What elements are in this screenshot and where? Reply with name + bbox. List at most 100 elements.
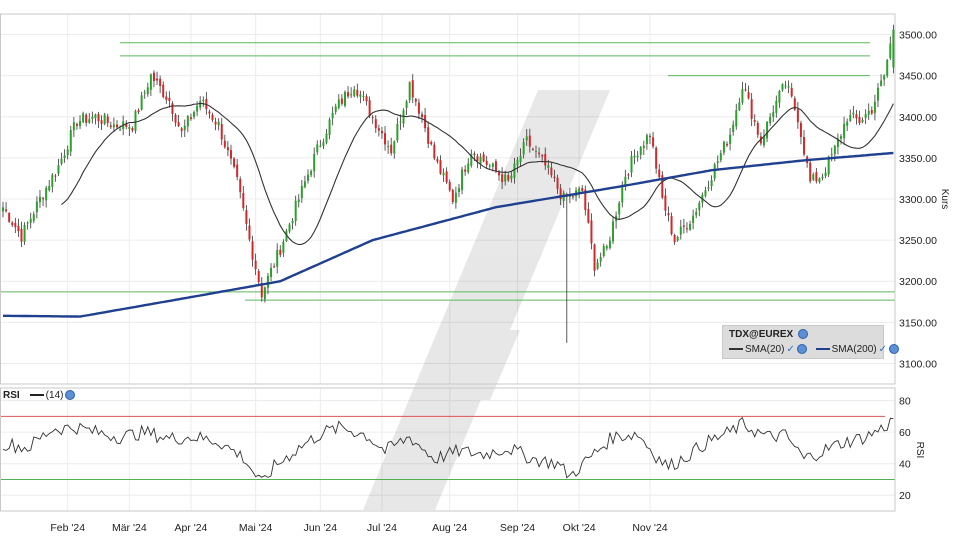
candle-body [79, 120, 82, 126]
candle-body [343, 91, 346, 106]
rsi-axis-label: RSI [914, 442, 925, 459]
candle-body [732, 124, 735, 133]
settings-icon[interactable] [889, 344, 900, 355]
candle-body [313, 154, 316, 172]
rsi-legend: RSI (14) [3, 390, 76, 404]
candle-body [867, 110, 870, 115]
candle-body [421, 114, 424, 118]
x-tick-label: Aug '24 [432, 522, 467, 534]
candle-body [424, 115, 427, 129]
candle-body [667, 213, 670, 216]
sma20-swatch [729, 348, 743, 351]
candle-body [451, 189, 454, 203]
candle-body [467, 163, 470, 173]
candle-body [368, 100, 371, 116]
candle-body [528, 135, 531, 147]
candle-body [664, 195, 667, 211]
candle-body [876, 87, 879, 101]
candle-body [427, 127, 430, 144]
check-icon[interactable]: ✓ [786, 344, 795, 355]
settings-icon[interactable] [796, 344, 807, 355]
candle-body [29, 218, 32, 223]
candle-body [242, 192, 245, 209]
candle-body [288, 224, 291, 232]
candle-body [196, 105, 199, 112]
x-tick-label: Nov '24 [632, 522, 667, 534]
candle-body [174, 114, 177, 123]
chart-legend: TDX@EUREX SMA(20) ✓ SMA(200) ✓ [722, 325, 900, 359]
y-tick-label: 3300.00 [899, 194, 937, 206]
candle-body [482, 154, 485, 162]
candle-body [769, 116, 772, 124]
rsi-panel [0, 415, 895, 480]
candle-body [94, 114, 97, 119]
candle-body [217, 121, 220, 126]
candle-body [72, 122, 75, 131]
candle-body [608, 240, 611, 249]
candle-body [510, 175, 513, 179]
candle-body [17, 225, 20, 232]
candle-body [457, 188, 460, 192]
candle-body [710, 180, 713, 187]
candle-body [756, 123, 759, 135]
candle-body [371, 116, 374, 118]
candle-body [824, 172, 827, 177]
candle-body [350, 94, 353, 96]
candle-body [177, 122, 180, 127]
candle-body [66, 149, 69, 156]
main-panel-frame [0, 13, 896, 385]
candle-body [260, 282, 263, 298]
candle-body [334, 106, 337, 112]
candle-body [525, 136, 528, 141]
candle-body [491, 163, 494, 167]
check-icon[interactable]: ✓ [878, 344, 888, 355]
candle-body [405, 101, 408, 108]
candle-body [494, 161, 497, 172]
candle-body [605, 246, 608, 249]
candle-body [319, 145, 322, 147]
candle-body [414, 98, 417, 102]
candle-body [436, 159, 439, 162]
candle-body [23, 224, 26, 242]
candle-body [464, 169, 467, 172]
candle-body [384, 133, 387, 145]
candle-body [812, 174, 815, 180]
candle-body [14, 222, 17, 228]
candle-body [322, 142, 325, 146]
y-tick-label: 3350.00 [899, 153, 937, 165]
candle-body [645, 135, 648, 145]
candle-body [584, 189, 587, 211]
legend-sma200: SMA(200) [831, 344, 877, 355]
x-tick-label: Jul '24 [367, 522, 397, 534]
candle-body [473, 153, 476, 155]
candle-body [818, 178, 821, 182]
candle-body [670, 216, 673, 235]
candle-body [827, 156, 830, 175]
candle-body [131, 127, 134, 131]
candle-body [307, 174, 310, 181]
candle-body [408, 82, 411, 100]
candle-body [821, 176, 824, 179]
candle-body [747, 92, 750, 99]
rsi-panel-frame [0, 387, 896, 512]
candle-body [470, 153, 473, 166]
candle-body [858, 117, 861, 124]
candle-body [380, 130, 383, 134]
candle-body [735, 110, 738, 127]
settings-icon[interactable] [65, 390, 76, 401]
candle-body [134, 111, 137, 131]
candle-body [855, 114, 858, 119]
candle-body [704, 190, 707, 196]
candle-body [103, 114, 106, 124]
sma200-swatch [815, 348, 830, 351]
candle-body [316, 144, 319, 153]
candle-body [143, 92, 146, 94]
candle-body [254, 260, 257, 270]
candle-body [673, 234, 676, 243]
settings-icon[interactable] [798, 329, 808, 340]
candle-body [337, 99, 340, 108]
candle-body [741, 88, 744, 103]
candle-body [803, 136, 806, 155]
candle-body [880, 80, 883, 86]
candle-body [109, 125, 112, 128]
